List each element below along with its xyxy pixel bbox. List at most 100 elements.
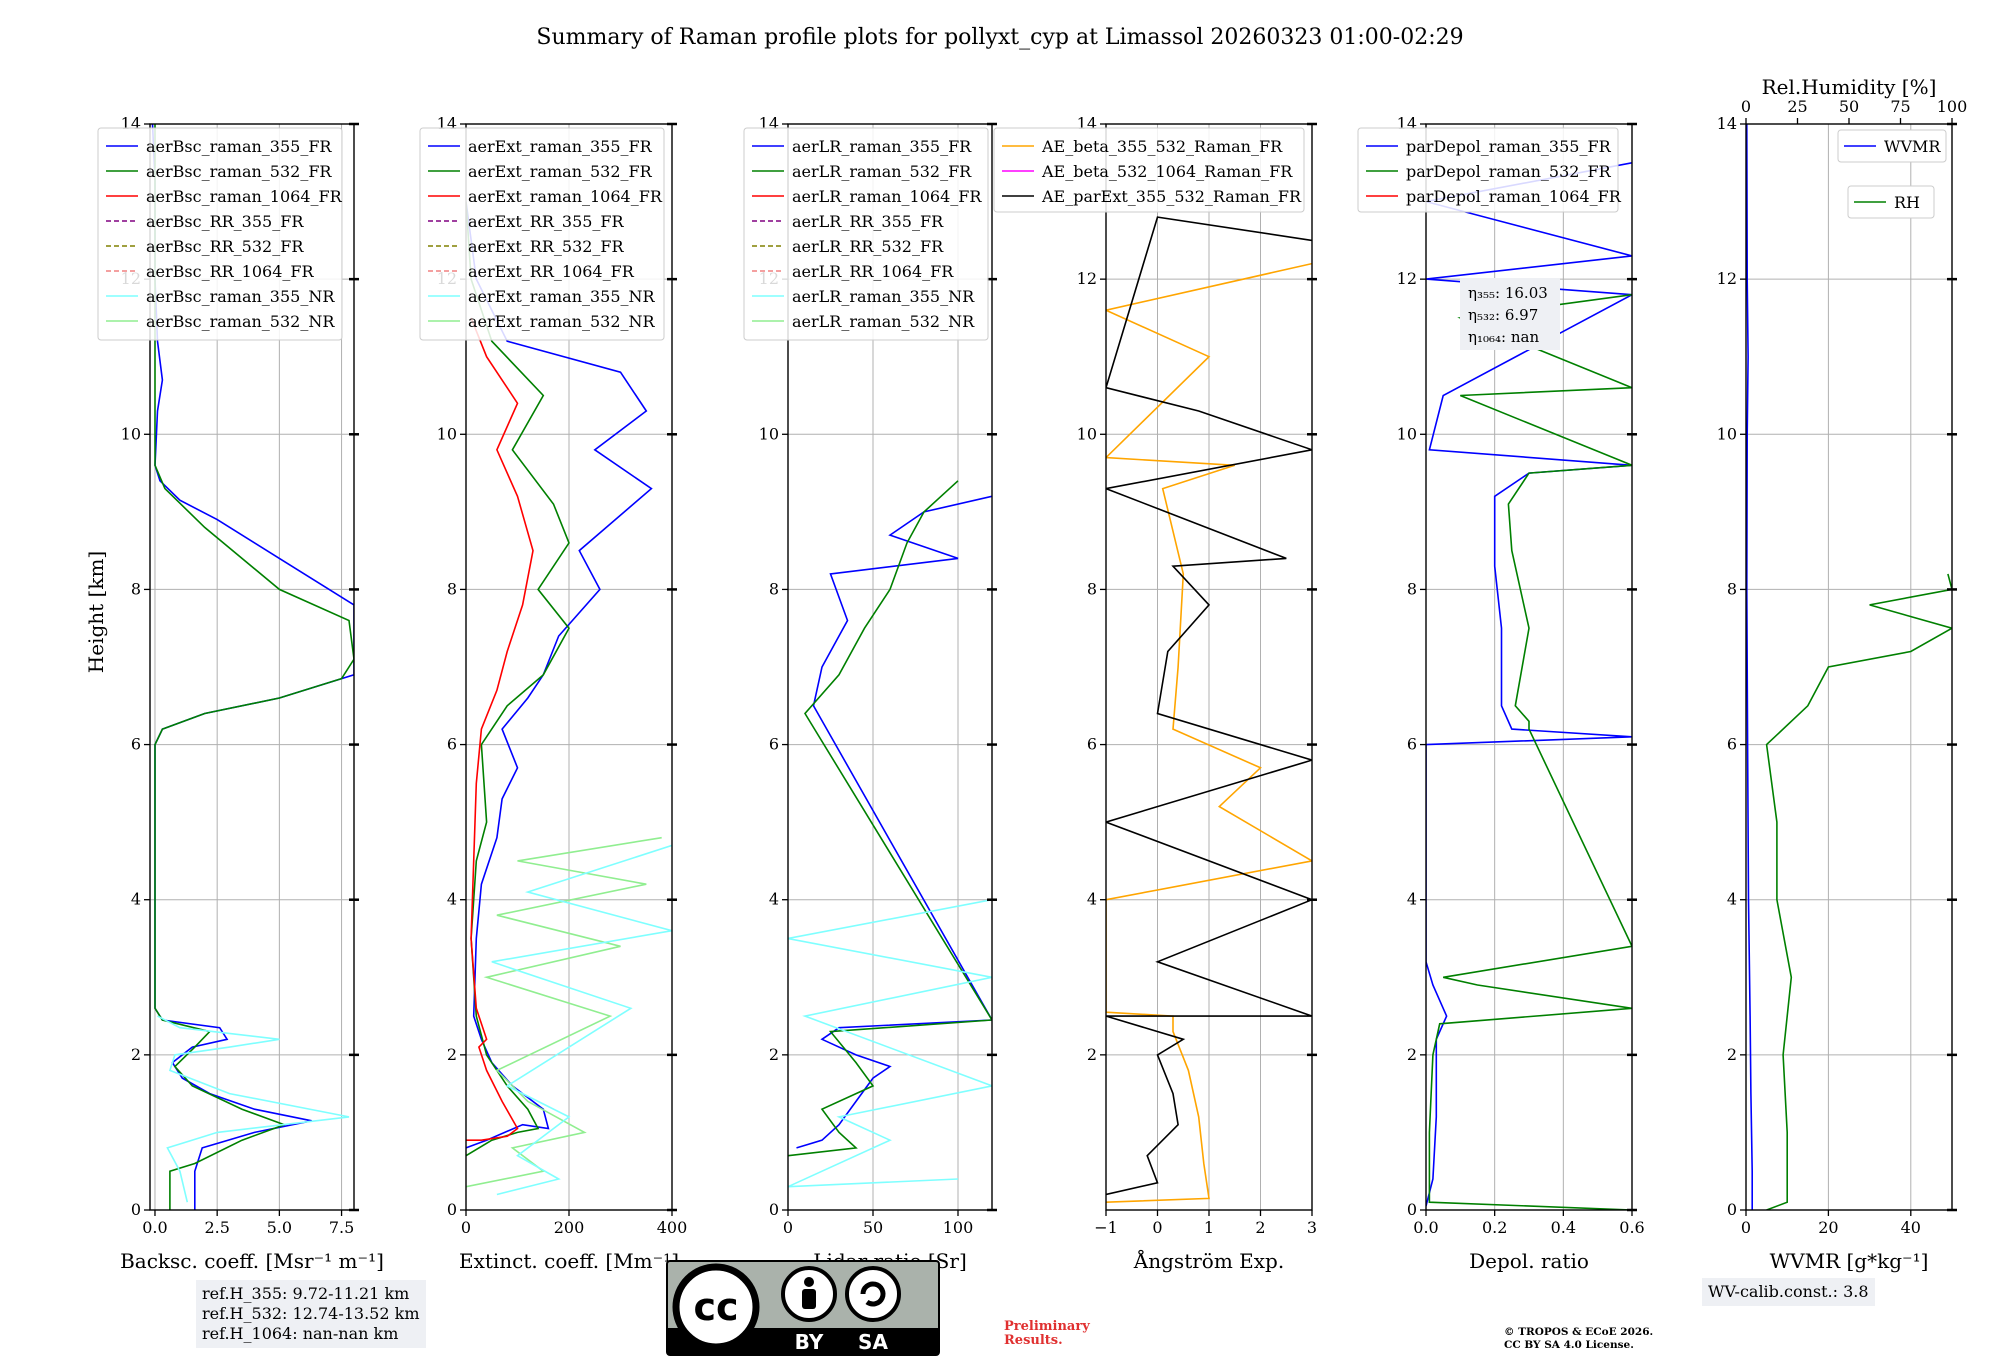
depol-annotation: η₃₅₅: 16.03 η₅₃₂: 6.97 η₁₀₆₄: nan	[1460, 278, 1560, 350]
top-x-axis-label: Rel.Humidity [%]	[1762, 75, 1937, 99]
cc-logo-icon	[672, 1263, 760, 1351]
x-axis-label-backscatter: Backsc. coeff. [Msr⁻¹ m⁻¹]	[120, 1249, 384, 1273]
wv-calibration-box: WV-calib.const.: 3.8	[1702, 1278, 1875, 1306]
y-tick-label: 0	[1407, 1200, 1417, 1219]
legend-entry: aerExt_RR_1064_FR	[468, 262, 635, 281]
y-tick-label: 12	[1077, 269, 1097, 288]
legend-extinction: aerExt_raman_355_FR aerExt_raman_532_FRae…	[419, 127, 665, 341]
x-tick-label: 0.0	[1413, 1218, 1438, 1237]
legend-entry: AE_beta_355_532_Raman_FR	[1041, 137, 1283, 156]
legend-backscatter: aerBsc_raman_355_FR aerBsc_raman_532_FRae…	[97, 127, 343, 341]
legend-depol: parDepol_raman_355_FR parDepol_raman_532_…	[1357, 127, 1622, 213]
series-aerExt_raman_1064_FR	[466, 317, 534, 1141]
x-axis-label-depol: Depol. ratio	[1469, 1249, 1589, 1273]
x-tick-label: 0.4	[1551, 1218, 1576, 1237]
x-tick-label: 400	[657, 1218, 688, 1237]
y-tick-label: 10	[121, 424, 141, 443]
legend-entry: aerBsc_raman_355_FR	[146, 137, 332, 156]
legend-entry: aerExt_raman_532_NR	[468, 312, 656, 331]
x-tick-label: −1	[1094, 1218, 1118, 1237]
annotation-line: η₃₅₅: 16.03	[1468, 284, 1548, 302]
y-tick-label: 6	[447, 735, 457, 754]
top-x-tick-label: 0	[1741, 97, 1751, 116]
reference-heights-box: ref.H_355: 9.72-11.21 km ref.H_532: 12.7…	[196, 1280, 426, 1348]
badge-sa-label: SA	[858, 1330, 888, 1354]
x-tick-label: 50	[863, 1218, 883, 1237]
legend-entry: aerExt_RR_355_FR	[468, 212, 625, 231]
copyright-line-1: © TROPOS & ECoE 2026.	[1504, 1326, 1654, 1338]
y-tick-label: 0	[447, 1200, 457, 1219]
series-aerBsc_raman_532_FR	[154, 124, 354, 1210]
legend-entry: aerLR_raman_355_FR	[792, 137, 972, 156]
figure-title: Summary of Raman profile plots for polly…	[536, 25, 1463, 50]
sa-share-icon	[845, 1266, 901, 1322]
series-AE_beta_355_532_Raman_FR	[1106, 262, 1312, 1203]
y-tick-label: 4	[1407, 890, 1417, 909]
wv-calib-text: WV-calib.const.: 3.8	[1708, 1282, 1869, 1301]
y-tick-label: 4	[769, 890, 779, 909]
annotation-line: η₅₃₂: 6.97	[1468, 306, 1538, 324]
x-axis-label-wvmr: WVMR [g*kg⁻¹]	[1770, 1249, 1929, 1273]
legend-entry: aerExt_raman_532_FR	[468, 162, 653, 181]
top-x-tick-label: 50	[1839, 97, 1859, 116]
y-tick-label: 4	[1087, 890, 1097, 909]
legend-entry: aerBsc_raman_532_FR	[146, 162, 332, 181]
y-tick-label: 10	[1077, 424, 1097, 443]
legend-entry: aerBsc_raman_532_NR	[146, 312, 335, 331]
series-aerExt_raman_355_NR	[491, 844, 672, 1196]
sa-arrow	[860, 1281, 886, 1307]
top-x-tick-label: 100	[1937, 97, 1968, 116]
y-tick-label: 8	[1727, 579, 1737, 598]
x-tick-label: 0	[1741, 1218, 1751, 1237]
top-x-tick-label: 25	[1787, 97, 1807, 116]
y-tick-label: 4	[1727, 890, 1737, 909]
x-tick-label: 2.5	[204, 1218, 229, 1237]
preliminary-line-1: Preliminary	[1004, 1319, 1090, 1334]
legend-entry: WVMR	[1884, 137, 1941, 156]
series-WVMR	[1746, 124, 1753, 1210]
series-aerLR_raman_532_FR	[788, 480, 992, 1157]
y-tick-label: 6	[1727, 735, 1737, 754]
ref-height-532: ref.H_532: 12.74-13.52 km	[202, 1304, 420, 1323]
series-aerLR_raman_355_FR	[796, 495, 992, 1149]
y-tick-label: 10	[759, 424, 779, 443]
x-tick-label: 0	[1152, 1218, 1162, 1237]
annotation-box	[1460, 278, 1560, 350]
y-tick-label: 8	[1407, 579, 1417, 598]
legend-box	[993, 127, 1305, 213]
series-aerBsc_raman_355_NR	[157, 1015, 350, 1203]
y-tick-label: 2	[131, 1045, 141, 1064]
y-tick-label: 6	[1087, 735, 1097, 754]
copyright-line-2: CC BY SA 4.0 License.	[1504, 1339, 1634, 1351]
y-tick-label: 6	[769, 735, 779, 754]
series-aerExt_raman_355_FR	[466, 201, 653, 1149]
legend-entry: aerBsc_RR_1064_FR	[146, 262, 315, 281]
axes-frame	[1425, 123, 1633, 1211]
ref-height-1064: ref.H_1064: nan-nan km	[202, 1324, 399, 1343]
y-tick-label: 14	[1717, 114, 1737, 133]
x-tick-label: 0.0	[142, 1218, 167, 1237]
y-tick-label: 10	[1717, 424, 1737, 443]
legend-entry: aerBsc_RR_532_FR	[146, 237, 304, 256]
preliminary-note: Preliminary Results.	[1004, 1320, 1090, 1348]
annotation-line: η₁₀₆₄: nan	[1468, 328, 1539, 346]
x-tick-label: 0	[783, 1218, 793, 1237]
legend-entry: AE_beta_532_1064_Raman_FR	[1041, 162, 1293, 181]
legend-entry: aerBsc_raman_355_NR	[146, 287, 335, 306]
legend-box	[97, 127, 343, 341]
x-tick-label: 0.6	[1619, 1218, 1644, 1237]
legend-entry: parDepol_raman_355_FR	[1406, 137, 1612, 156]
x-tick-label: 3	[1307, 1218, 1317, 1237]
y-tick-label: 2	[1727, 1045, 1737, 1064]
x-tick-label: 0	[461, 1218, 471, 1237]
legend-entry: parDepol_raman_1064_FR	[1406, 187, 1622, 206]
x-tick-label: 5.0	[267, 1218, 292, 1237]
x-axis-label-extinction: Extinct. coeff. [Mm⁻¹]	[459, 1249, 679, 1273]
y-tick-label: 6	[1407, 735, 1417, 754]
x-tick-label: 40	[1901, 1218, 1921, 1237]
legend-box	[1357, 127, 1619, 213]
legend-box	[743, 127, 989, 341]
y-tick-label: 4	[131, 890, 141, 909]
legend-entry: aerExt_raman_355_FR	[468, 137, 653, 156]
